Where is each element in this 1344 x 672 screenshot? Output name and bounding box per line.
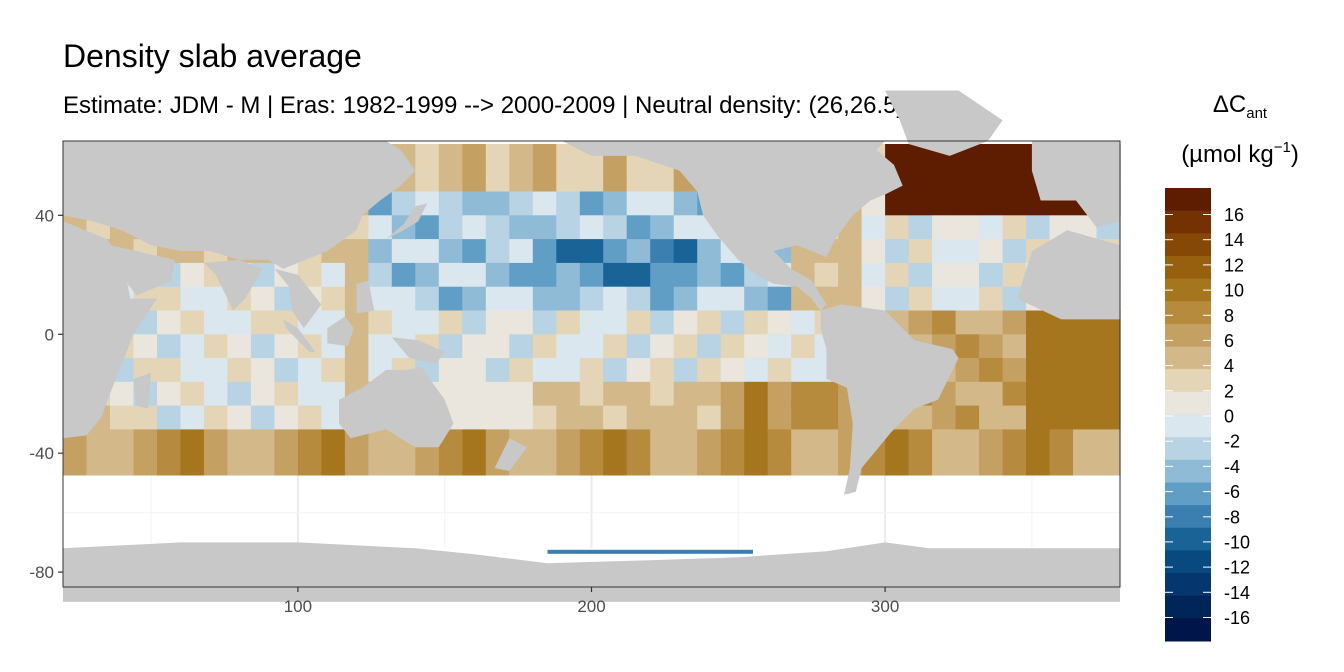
legend-units-prefix: (µmol kg [1181, 141, 1274, 168]
legend-label-1: 14 [1224, 230, 1244, 250]
colorbar-segment-5 [1165, 301, 1211, 325]
colorbar-segment-8 [1165, 369, 1211, 393]
land-west-africa [1017, 230, 1120, 320]
legend: ΔCant (µmol kg−1) 16 14 12 10 8 6 4 2 0 -2 -4 -6 -8 -… [1165, 91, 1299, 642]
land-philippines [356, 280, 375, 314]
legend-units-suffix: ) [1291, 141, 1299, 168]
land-indochina [274, 268, 322, 329]
x-tick-label-1: 200 [577, 597, 605, 616]
y-tick-label-0: 40 [35, 206, 54, 225]
colorbar-segment-11 [1165, 437, 1211, 461]
x-tick-label-0: 100 [284, 597, 312, 616]
y-tick-label-1: 0 [45, 325, 54, 344]
colorbar-segment-10 [1165, 414, 1211, 438]
colorbar-segment-15 [1165, 527, 1211, 551]
y-tick-label-3: -80 [29, 563, 54, 582]
legend-units: (µmol kg−1) [1181, 139, 1299, 168]
legend-label-3: 10 [1224, 281, 1244, 301]
legend-label-4: 8 [1224, 306, 1234, 326]
legend-label-12: -8 [1224, 507, 1240, 527]
colorbar-segment-19 [1165, 618, 1211, 642]
land-sumatra [283, 319, 316, 353]
land-europe [1031, 141, 1120, 228]
land-south-america [820, 304, 959, 495]
colorbar-segment-18 [1165, 595, 1211, 619]
legend-title-subscript: ant [1246, 105, 1268, 122]
chart-title: Density slab average [63, 38, 362, 74]
colorbar-segment-3 [1165, 255, 1211, 280]
land-north-america [562, 141, 903, 311]
legend-label-16: -16 [1224, 608, 1250, 628]
colorbar-segment-1 [1165, 210, 1211, 234]
colorbar-segment-7 [1165, 346, 1211, 370]
land-eurasia-north [63, 141, 416, 269]
land-japan [386, 203, 428, 240]
land-africa [63, 221, 157, 439]
land-india [203, 259, 263, 311]
colorbar [1165, 188, 1211, 642]
land-madagascar [133, 372, 152, 409]
land-greenland [885, 90, 1003, 156]
colorbar-segment-14 [1165, 505, 1211, 529]
legend-label-6: 4 [1224, 356, 1234, 376]
y-tick-label-2: -40 [29, 444, 54, 463]
grid-lines [63, 475, 1120, 549]
legend-title-symbol: ΔC [1213, 91, 1246, 118]
legend-label-15: -14 [1224, 583, 1250, 603]
legend-label-11: -6 [1224, 482, 1240, 502]
colorbar-segment-6 [1165, 323, 1211, 348]
colorbar-segment-12 [1165, 459, 1211, 483]
x-tick-label-2: 300 [871, 597, 899, 616]
legend-label-9: -2 [1224, 432, 1240, 452]
land-borneo [327, 316, 354, 347]
colorbar-segment-4 [1165, 278, 1211, 302]
colorbar-segment-17 [1165, 573, 1211, 597]
legend-label-5: 6 [1224, 331, 1234, 351]
colorbar-segment-2 [1165, 233, 1211, 257]
colorbar-segment-16 [1165, 550, 1211, 574]
legend-label-8: 0 [1224, 407, 1234, 427]
land-new-guinea [391, 337, 445, 364]
colorbar-segment-9 [1165, 391, 1211, 415]
legend-labels: 16 14 12 10 8 6 4 2 0 -2 -4 -6 -8 -10 -12 -14 -16 [1165, 205, 1250, 628]
legend-label-7: 2 [1224, 381, 1234, 401]
legend-label-0: 16 [1224, 205, 1244, 225]
colorbar-segment-13 [1165, 482, 1211, 506]
legend-units-superscript: −1 [1274, 139, 1291, 156]
legend-title: ΔCant [1213, 91, 1268, 122]
legend-label-13: -10 [1224, 532, 1250, 552]
legend-label-2: 12 [1224, 255, 1244, 275]
legend-label-14: -12 [1224, 558, 1250, 578]
map-panel [62, 90, 1121, 602]
land-australia [339, 367, 454, 448]
land-arabia [110, 245, 175, 296]
legend-label-10: -4 [1224, 457, 1240, 477]
land-new-zealand [494, 438, 527, 471]
chart-subtitle: Estimate: JDM - M | Eras: 1982-1999 --> … [63, 92, 904, 119]
colorbar-segment-0 [1165, 188, 1211, 212]
